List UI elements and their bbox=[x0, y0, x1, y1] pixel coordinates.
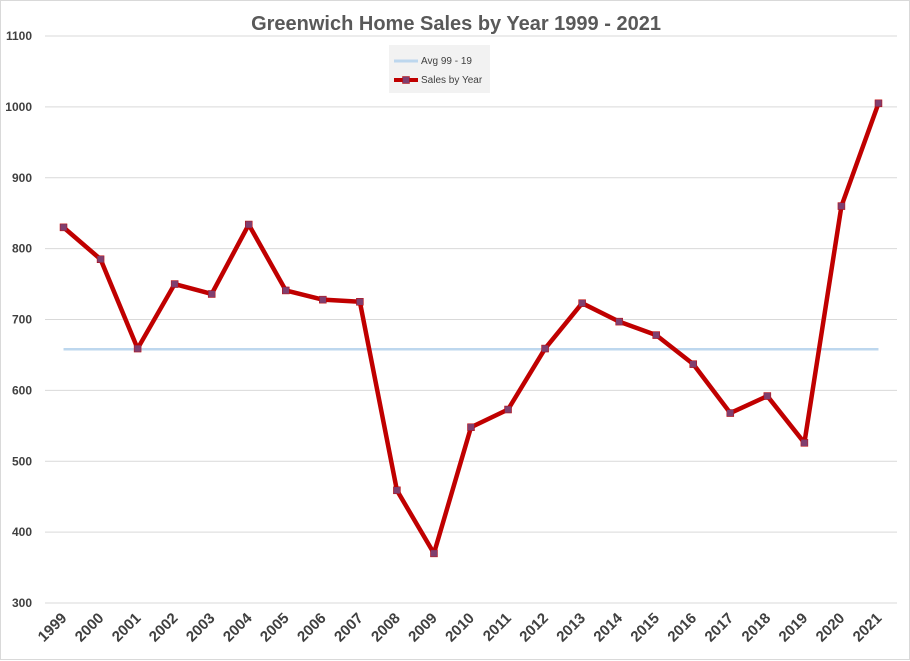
data-point bbox=[244, 220, 253, 229]
data-point bbox=[59, 223, 68, 232]
x-tick-label: 2021 bbox=[850, 610, 886, 646]
legend-box bbox=[389, 45, 490, 93]
y-tick-label: 400 bbox=[12, 525, 32, 539]
x-tick-label: 2011 bbox=[480, 610, 515, 645]
x-tick-label: 2000 bbox=[72, 610, 108, 646]
series-line-sales bbox=[61, 101, 881, 556]
x-tick-label: 2005 bbox=[257, 610, 293, 646]
x-tick-label: 2003 bbox=[183, 610, 219, 646]
x-tick-label: 2017 bbox=[702, 610, 738, 646]
data-point bbox=[467, 423, 475, 431]
data-point bbox=[133, 344, 142, 353]
y-tick-label: 500 bbox=[12, 454, 32, 468]
data-point bbox=[356, 298, 364, 306]
data-point bbox=[689, 360, 698, 368]
x-tick-label: 2018 bbox=[739, 610, 775, 646]
x-tick-label: 2001 bbox=[109, 610, 145, 646]
data-point bbox=[393, 486, 401, 495]
data-point bbox=[541, 344, 549, 353]
y-tick-label: 1100 bbox=[6, 29, 32, 43]
y-tick-label: 600 bbox=[12, 383, 32, 397]
gridlines bbox=[45, 35, 897, 604]
data-point bbox=[615, 317, 623, 326]
data-point bbox=[837, 202, 846, 210]
data-point bbox=[170, 280, 179, 288]
x-tick-label: 2007 bbox=[331, 610, 367, 646]
legend-marker-sales bbox=[402, 76, 410, 84]
x-tick-label: 2004 bbox=[220, 609, 256, 645]
data-point bbox=[874, 99, 883, 108]
data-point bbox=[652, 331, 660, 339]
x-tick-label: 2013 bbox=[553, 610, 589, 646]
x-tick-label: 2008 bbox=[368, 610, 404, 646]
data-point bbox=[763, 392, 772, 400]
x-tick-label: 2009 bbox=[405, 610, 441, 646]
chart-title: Greenwich Home Sales by Year 1999 - 2021 bbox=[251, 13, 661, 35]
y-tick-label: 300 bbox=[12, 596, 32, 610]
data-point bbox=[96, 255, 105, 264]
x-tick-label: 2016 bbox=[664, 610, 700, 646]
data-point bbox=[207, 290, 216, 298]
x-tick-label: 2020 bbox=[813, 610, 849, 646]
legend-label-avg: Avg 99 - 19 bbox=[421, 56, 472, 67]
y-tick-label: 900 bbox=[12, 171, 32, 185]
x-tick-label: 2015 bbox=[627, 610, 663, 646]
y-tick-label: 700 bbox=[12, 313, 32, 327]
data-point bbox=[726, 409, 735, 417]
x-axis-ticks: 1999 2000 2001 2002 2003 2004 2005 2006 2007 2008… bbox=[35, 609, 886, 645]
legend-label-sales: Sales by Year bbox=[421, 75, 483, 86]
x-tick-label: 2012 bbox=[516, 610, 552, 646]
data-point bbox=[800, 439, 809, 447]
data-point bbox=[282, 286, 290, 295]
legend: Avg 99 - 19 Sales by Year bbox=[389, 45, 490, 93]
x-tick-label: 2002 bbox=[146, 610, 182, 646]
data-point bbox=[578, 299, 586, 307]
x-tick-label: 2019 bbox=[776, 610, 812, 646]
series-lines bbox=[59, 99, 883, 558]
data-point bbox=[504, 405, 512, 414]
y-tick-label: 1000 bbox=[5, 100, 32, 114]
data-point bbox=[430, 549, 438, 558]
x-tick-label: 2006 bbox=[294, 610, 330, 646]
x-tick-label: 1999 bbox=[35, 610, 71, 646]
x-tick-label: 2014 bbox=[590, 609, 626, 645]
data-point bbox=[319, 295, 327, 304]
x-tick-label: 2010 bbox=[442, 610, 478, 646]
y-axis-ticks: 300 400 500 600 700 800 900 1000 1100 bbox=[5, 29, 32, 610]
y-tick-label: 800 bbox=[12, 242, 32, 256]
